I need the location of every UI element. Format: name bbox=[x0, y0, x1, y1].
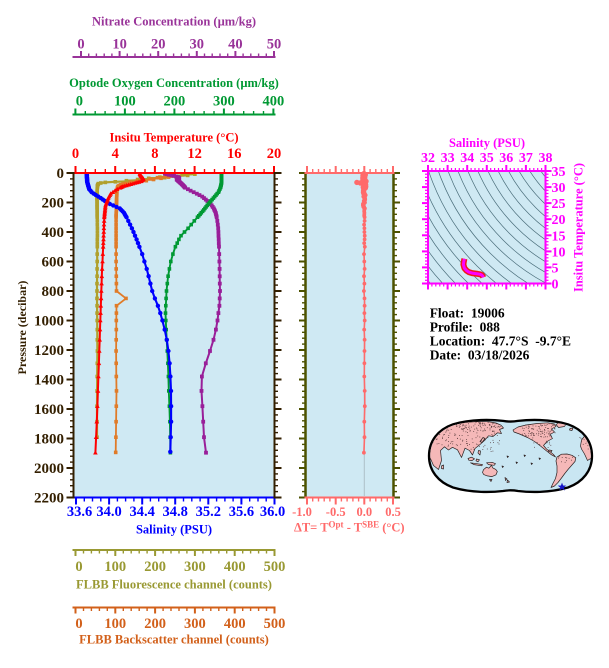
svg-text:8: 8 bbox=[151, 146, 158, 162]
svg-text:1000: 1000 bbox=[34, 314, 64, 330]
svg-text:16: 16 bbox=[227, 146, 242, 162]
svg-text:Insitu Temperature (°C): Insitu Temperature (°C) bbox=[572, 163, 586, 292]
svg-text:200: 200 bbox=[144, 559, 166, 575]
svg-text:300: 300 bbox=[184, 616, 206, 632]
svg-text:500: 500 bbox=[264, 616, 286, 632]
svg-text:0: 0 bbox=[75, 559, 82, 575]
svg-text:ΔT= TOpt - TSBE (°C): ΔT= TOpt - TSBE (°C) bbox=[294, 520, 405, 535]
svg-text:0: 0 bbox=[77, 37, 84, 53]
svg-text:400: 400 bbox=[224, 616, 246, 632]
svg-text:35: 35 bbox=[480, 151, 494, 166]
svg-text:2200: 2200 bbox=[34, 491, 64, 507]
svg-text:-1.0: -1.0 bbox=[292, 505, 312, 519]
svg-text:20: 20 bbox=[552, 213, 566, 228]
svg-text:Insitu Temperature (°C): Insitu Temperature (°C) bbox=[109, 131, 238, 145]
svg-text:FLBB Backscatter channel (coun: FLBB Backscatter channel (counts) bbox=[79, 633, 269, 647]
svg-text:12: 12 bbox=[187, 146, 202, 162]
svg-text:Profile: 088: Profile: 088 bbox=[430, 320, 500, 335]
svg-text:300: 300 bbox=[184, 559, 206, 575]
svg-text:0.5: 0.5 bbox=[385, 505, 401, 519]
svg-text:33: 33 bbox=[441, 151, 455, 166]
svg-text:200: 200 bbox=[42, 196, 65, 212]
svg-text:2000: 2000 bbox=[34, 461, 64, 477]
svg-text:5: 5 bbox=[552, 261, 559, 276]
svg-text:FLBB Fluorescence channel (cou: FLBB Fluorescence channel (counts) bbox=[76, 578, 272, 592]
svg-text:Date: 03/18/2026: Date: 03/18/2026 bbox=[430, 348, 530, 363]
svg-text:1800: 1800 bbox=[34, 432, 64, 448]
svg-text:0: 0 bbox=[76, 94, 83, 110]
svg-text:38: 38 bbox=[539, 151, 553, 166]
svg-text:Float: 19006: Float: 19006 bbox=[430, 306, 505, 321]
svg-text:36: 36 bbox=[499, 151, 513, 166]
svg-text:36.0: 36.0 bbox=[260, 504, 285, 520]
svg-text:1200: 1200 bbox=[34, 343, 64, 359]
svg-text:30: 30 bbox=[552, 181, 566, 196]
svg-text:34.0: 34.0 bbox=[96, 504, 121, 520]
svg-text:33.6: 33.6 bbox=[67, 504, 92, 520]
svg-text:600: 600 bbox=[42, 255, 65, 271]
svg-text:4: 4 bbox=[112, 146, 119, 162]
svg-text:15: 15 bbox=[552, 229, 566, 244]
svg-text:200: 200 bbox=[144, 616, 166, 632]
svg-text:50: 50 bbox=[267, 37, 282, 53]
svg-text:400: 400 bbox=[42, 225, 65, 241]
svg-text:400: 400 bbox=[263, 94, 285, 110]
svg-text:35.6: 35.6 bbox=[229, 504, 254, 520]
svg-text:Salinity (PSU): Salinity (PSU) bbox=[449, 136, 525, 150]
svg-text:800: 800 bbox=[42, 284, 65, 300]
svg-text:37: 37 bbox=[519, 151, 533, 166]
svg-text:1400: 1400 bbox=[34, 373, 64, 389]
svg-text:32: 32 bbox=[421, 151, 435, 166]
svg-text:Location: 47.7°S -9.7°E: Location: 47.7°S -9.7°E bbox=[430, 334, 571, 349]
svg-text:-0.5: -0.5 bbox=[326, 505, 346, 519]
svg-text:40: 40 bbox=[228, 37, 243, 53]
svg-text:100: 100 bbox=[114, 94, 136, 110]
svg-text:30: 30 bbox=[190, 37, 205, 53]
svg-text:1600: 1600 bbox=[34, 402, 64, 418]
svg-text:25: 25 bbox=[552, 197, 566, 212]
svg-text:34.4: 34.4 bbox=[130, 504, 155, 520]
svg-text:100: 100 bbox=[104, 616, 126, 632]
svg-text:0: 0 bbox=[72, 146, 79, 162]
svg-text:Nitrate Concentration (µm/kg): Nitrate Concentration (µm/kg) bbox=[92, 15, 256, 29]
svg-text:10: 10 bbox=[112, 37, 127, 53]
svg-text:20: 20 bbox=[267, 146, 282, 162]
svg-text:0: 0 bbox=[75, 616, 82, 632]
svg-text:300: 300 bbox=[213, 94, 235, 110]
svg-text:200: 200 bbox=[164, 94, 186, 110]
svg-text:20: 20 bbox=[151, 37, 166, 53]
svg-text:35: 35 bbox=[552, 165, 566, 180]
svg-text:0: 0 bbox=[57, 166, 65, 182]
svg-text:34.8: 34.8 bbox=[163, 504, 188, 520]
svg-text:Optode Oxygen Concentration (µ: Optode Oxygen Concentration (µm/kg) bbox=[69, 76, 279, 90]
svg-text:0: 0 bbox=[552, 278, 559, 293]
svg-text:35.2: 35.2 bbox=[196, 504, 221, 520]
svg-text:10: 10 bbox=[552, 245, 566, 260]
svg-text:0.0: 0.0 bbox=[356, 505, 372, 519]
svg-text:34: 34 bbox=[460, 151, 474, 166]
svg-text:500: 500 bbox=[264, 559, 286, 575]
svg-text:Salinity (PSU): Salinity (PSU) bbox=[136, 523, 212, 537]
svg-text:100: 100 bbox=[104, 559, 126, 575]
svg-text:400: 400 bbox=[224, 559, 246, 575]
svg-text:Pressure (decibar): Pressure (decibar) bbox=[15, 281, 29, 375]
